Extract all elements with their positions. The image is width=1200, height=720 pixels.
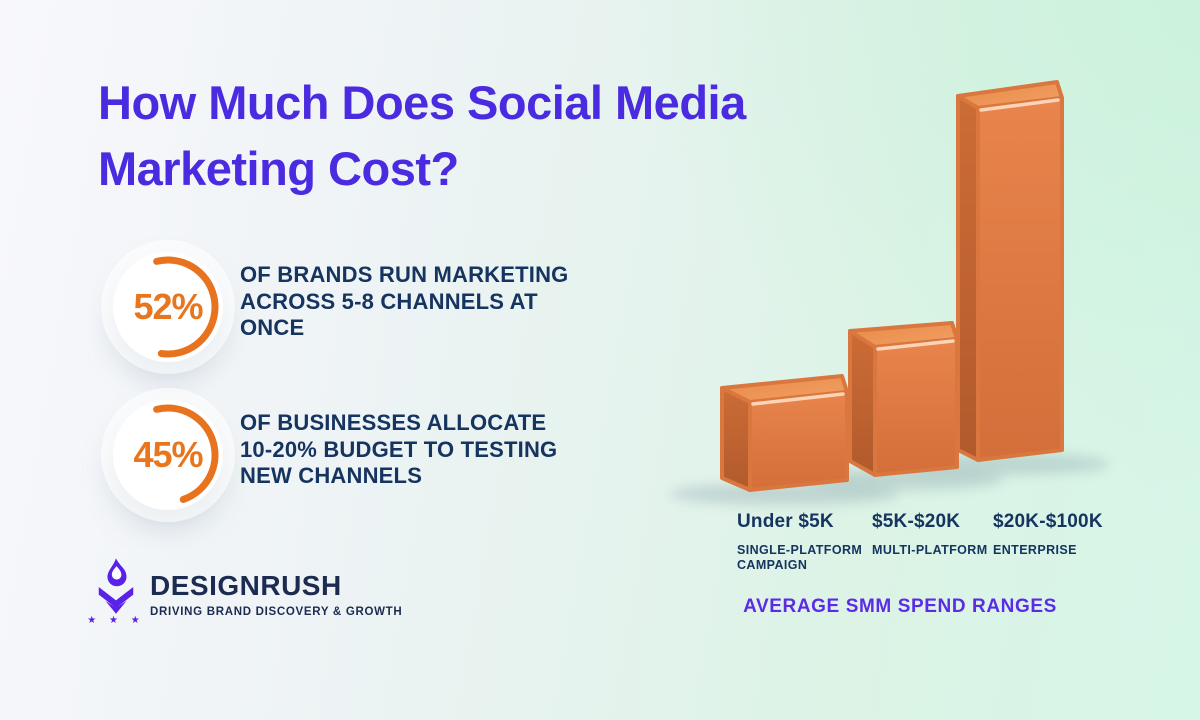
bar-shadows (668, 453, 1110, 505)
designrush-logo: ★ ★ ★ DESIGNRUSH DRIVING BRAND DISCOVERY… (87, 558, 402, 626)
stat-badge-45: 45% (113, 400, 223, 510)
bar-sublabel: MULTI-PLATFORM (872, 543, 988, 557)
stat-line: NEW CHANNELS (240, 463, 423, 488)
logo-tagline: DRIVING BRAND DISCOVERY & GROWTH (150, 606, 403, 618)
logo-stars: ★ ★ ★ (87, 615, 145, 626)
bar-label-group: $5K-$20K MULTI-PLATFORM (872, 511, 988, 558)
progress-ring-icon (117, 404, 219, 506)
stat-description: OF BRANDS RUN MARKETING ACROSS 5-8 CHANN… (240, 262, 660, 342)
logo-wordmark: DESIGNRUSH (150, 570, 342, 601)
bar-label-group: Under $5K SINGLE-PLATFORM CAMPAIGN (737, 511, 865, 573)
progress-ring-icon (117, 256, 219, 358)
stat-line: ACROSS 5-8 CHANNELS AT (240, 288, 538, 314)
logo-text-column: DESIGNRUSH DRIVING BRAND DISCOVERY & GRO… (150, 558, 402, 618)
bar-sublabel: SINGLE-PLATFORM CAMPAIGN (737, 543, 863, 572)
logo-icon-column: ★ ★ ★ (87, 558, 145, 626)
chart-caption: AVERAGE SMM SPEND RANGES (743, 596, 1057, 617)
stat-badge-52: 52% (113, 252, 223, 362)
stat-value: 45% (133, 434, 203, 475)
bar-sublabel: ENTERPRISE (993, 543, 1077, 557)
bar-label-group: $20K-$100K ENTERPRISE (993, 511, 1103, 558)
designrush-flame-icon (98, 558, 134, 614)
bar-category-label: $20K-$100K (993, 511, 1103, 532)
stat-line: 10-20% BUDGET TO TESTING (240, 436, 558, 462)
stat-line: OF BRANDS RUN MARKETING (240, 262, 569, 287)
stat-description: OF BUSINESSES ALLOCATE 10-20% BUDGET TO … (240, 410, 660, 490)
page-title: How Much Does Social Media Marketing Cos… (98, 76, 746, 195)
bar-category-label: $5K-$20K (872, 511, 961, 532)
stat-line: OF BUSINESSES ALLOCATE (240, 410, 547, 435)
bar-category-label: Under $5K (737, 511, 834, 532)
stat-line: ONCE (240, 315, 305, 340)
stat-value: 52% (133, 286, 203, 327)
